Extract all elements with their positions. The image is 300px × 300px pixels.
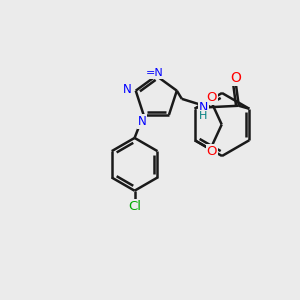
Text: O: O: [207, 91, 217, 104]
Text: =N: =N: [146, 68, 164, 78]
Text: H: H: [199, 111, 208, 121]
Text: N: N: [138, 115, 146, 128]
Text: N: N: [123, 83, 132, 96]
Text: O: O: [207, 145, 217, 158]
Text: N: N: [199, 101, 208, 114]
Text: Cl: Cl: [128, 200, 141, 213]
Text: O: O: [230, 71, 241, 85]
